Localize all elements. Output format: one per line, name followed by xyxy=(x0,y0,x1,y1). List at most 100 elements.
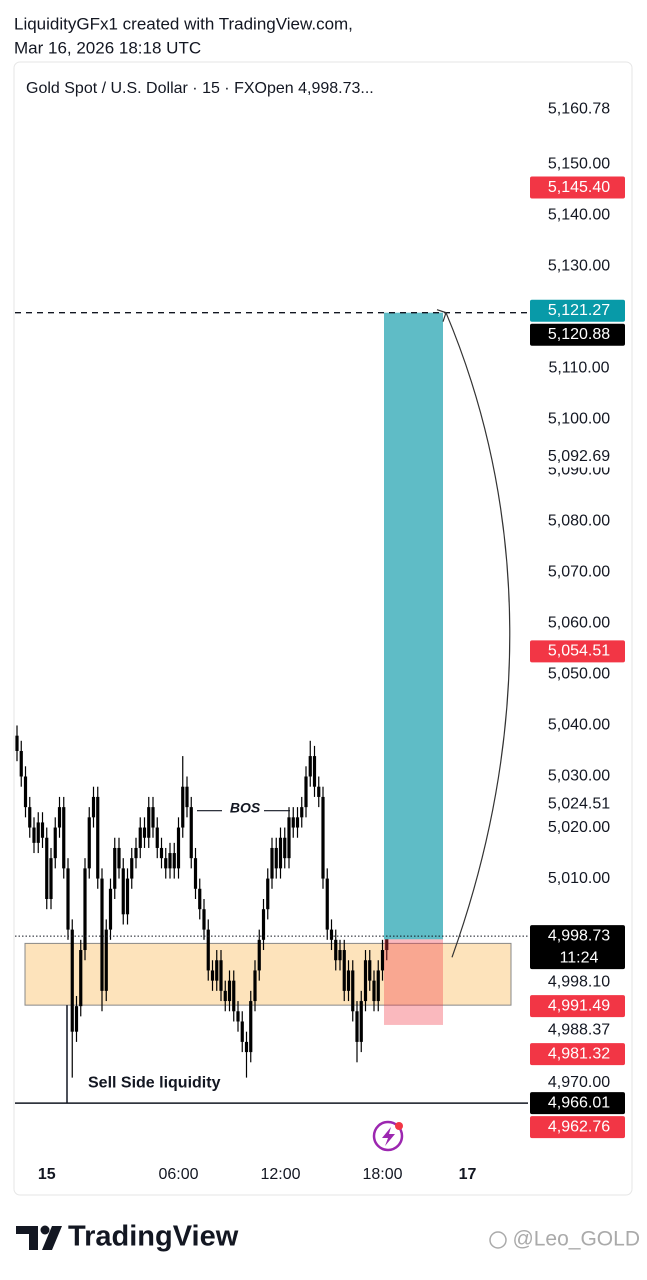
candle-body xyxy=(338,950,342,961)
candle-body xyxy=(151,807,155,828)
price-label-bg xyxy=(530,445,625,468)
price-label-bg xyxy=(530,971,625,994)
candle-body xyxy=(346,970,351,991)
candle-body xyxy=(121,868,125,915)
price-label-bg xyxy=(530,1043,625,1066)
price-label: 4,988.37 xyxy=(548,1021,610,1038)
price-label-bg xyxy=(530,640,625,663)
y-tick-label: 5,020.00 xyxy=(548,819,610,836)
candle-body xyxy=(270,847,274,879)
candle-body xyxy=(308,756,312,777)
candle-body xyxy=(57,807,62,828)
price-label: 5,145.40 xyxy=(548,179,610,196)
candle-body xyxy=(28,807,32,828)
x-tick-label: 12:00 xyxy=(260,1166,300,1183)
candle-body xyxy=(304,776,308,808)
candle-body xyxy=(142,827,147,838)
price-label: 4,991.49 xyxy=(548,997,610,1014)
y-tick-label: 5,080.00 xyxy=(548,513,610,530)
candle-body xyxy=(249,1001,253,1053)
candle-body xyxy=(172,853,176,869)
candle-body xyxy=(32,827,36,843)
candle-body xyxy=(83,868,87,951)
candle-body xyxy=(253,970,257,1002)
candle-body xyxy=(113,847,117,889)
candle-body xyxy=(70,929,74,1032)
arrow-head xyxy=(436,309,447,322)
candle-body xyxy=(261,909,266,940)
price-label: 5,160.78 xyxy=(548,100,610,117)
price-label-bg xyxy=(530,176,625,199)
x-tick-label: 15 xyxy=(38,1166,56,1183)
target-zone xyxy=(384,312,443,940)
candle-body xyxy=(15,735,19,751)
countdown: 11:24 xyxy=(560,949,599,966)
candle-body xyxy=(321,796,325,879)
candle-body xyxy=(100,878,104,991)
candle-body xyxy=(215,960,219,981)
candle-body xyxy=(117,847,121,869)
y-tick-label: 5,070.00 xyxy=(548,564,610,581)
y-tick-label: 5,050.00 xyxy=(548,666,610,683)
price-label-bg xyxy=(530,793,625,816)
candle-body xyxy=(351,970,355,1012)
candle-body xyxy=(62,807,66,869)
candle-body xyxy=(372,980,376,1002)
candle-body xyxy=(287,817,291,859)
candle-body xyxy=(79,950,83,1007)
candle-body xyxy=(359,1001,363,1042)
price-label: 4,981.32 xyxy=(548,1045,610,1062)
candle-body xyxy=(134,847,138,859)
candle-body xyxy=(206,929,210,971)
price-label: 5,121.27 xyxy=(548,302,610,319)
price-label: 5,024.51 xyxy=(548,796,610,813)
bos-label: BOS xyxy=(230,799,261,815)
credit: LiquidityGFx1 created with TradingView.c… xyxy=(14,14,353,33)
candle-body xyxy=(87,817,91,869)
candle-body xyxy=(278,837,283,869)
candle-body xyxy=(329,929,334,940)
candle-body xyxy=(168,853,172,869)
candle-body xyxy=(363,960,368,1002)
candle-body xyxy=(125,878,130,915)
candle-body xyxy=(96,796,100,879)
candle-body xyxy=(19,750,23,777)
price-label-bg xyxy=(530,98,625,121)
price-label-bg xyxy=(530,1092,625,1115)
liquidity-label: Sell Side liquidity xyxy=(88,1074,221,1091)
price-label: 4,966.01 xyxy=(548,1094,610,1111)
price-label: 5,092.69 xyxy=(548,448,610,465)
candle-body xyxy=(138,827,142,848)
candle-body xyxy=(291,817,295,828)
candle-body xyxy=(240,1021,244,1042)
candle-body xyxy=(108,888,113,930)
x-tick-label: 18:00 xyxy=(362,1166,402,1183)
candle-body xyxy=(210,970,215,981)
candle-body xyxy=(130,858,134,879)
candle-body xyxy=(202,909,206,930)
watermark: @Leo_GOLD xyxy=(512,1228,640,1251)
candle-body xyxy=(176,827,181,869)
candle-body xyxy=(317,786,321,797)
y-tick-label: 5,010.00 xyxy=(548,870,610,887)
candle-body xyxy=(147,807,151,838)
price-label: 4,962.76 xyxy=(548,1118,610,1135)
chart-frame xyxy=(13,61,633,1196)
candle-body xyxy=(53,827,57,859)
candle-body xyxy=(91,796,96,818)
price-label-bg xyxy=(530,299,625,322)
candle-body xyxy=(74,1006,79,1032)
candle-body xyxy=(198,888,202,910)
candle-body xyxy=(312,756,317,787)
candle-body xyxy=(232,980,236,1012)
candle-body xyxy=(227,980,232,1002)
candle-body xyxy=(36,822,40,843)
x-tick-label: 06:00 xyxy=(158,1166,198,1183)
candle-body xyxy=(66,868,70,930)
arrow xyxy=(445,312,511,958)
y-tick-label: 5,060.00 xyxy=(548,615,610,632)
candle-body xyxy=(155,827,159,848)
price-label: 5,120.88 xyxy=(548,326,610,343)
y-tick-label: 5,040.00 xyxy=(548,717,610,734)
